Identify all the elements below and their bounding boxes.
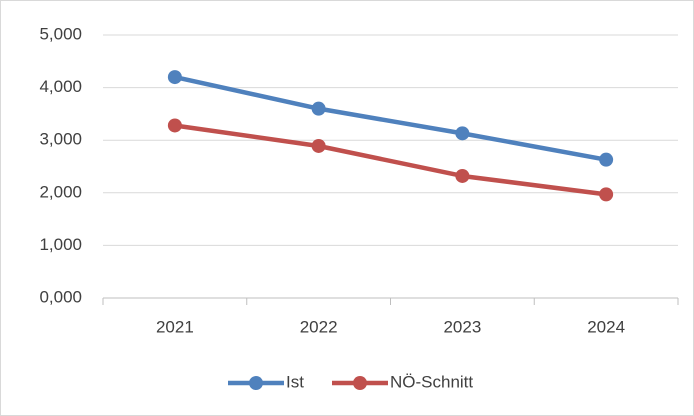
x-tick-label: 2024 <box>587 317 625 336</box>
y-tick-label: 4,000 <box>39 77 82 96</box>
legend-marker <box>249 376 263 390</box>
point <box>455 126 470 141</box>
y-tick-label: 1,000 <box>39 235 82 254</box>
y-tick-label: 5,000 <box>39 24 82 43</box>
y-tick-label: 3,000 <box>39 130 82 149</box>
legend-label: NÖ-Schnitt <box>390 372 473 391</box>
point <box>311 101 326 116</box>
legend-label: Ist <box>286 372 304 391</box>
x-tick-label: 2021 <box>156 317 194 336</box>
point <box>455 168 470 183</box>
series-line <box>174 74 607 162</box>
point <box>167 118 182 133</box>
point <box>599 152 614 167</box>
point <box>599 187 614 202</box>
y-tick-label: 0,000 <box>39 287 82 306</box>
x-tick-label: 2023 <box>443 317 481 336</box>
series-line <box>174 123 607 197</box>
y-tick-label: 2,000 <box>39 182 82 201</box>
legend-marker <box>353 376 367 390</box>
point <box>311 138 326 153</box>
point <box>167 70 182 85</box>
x-tick-label: 2022 <box>300 317 338 336</box>
